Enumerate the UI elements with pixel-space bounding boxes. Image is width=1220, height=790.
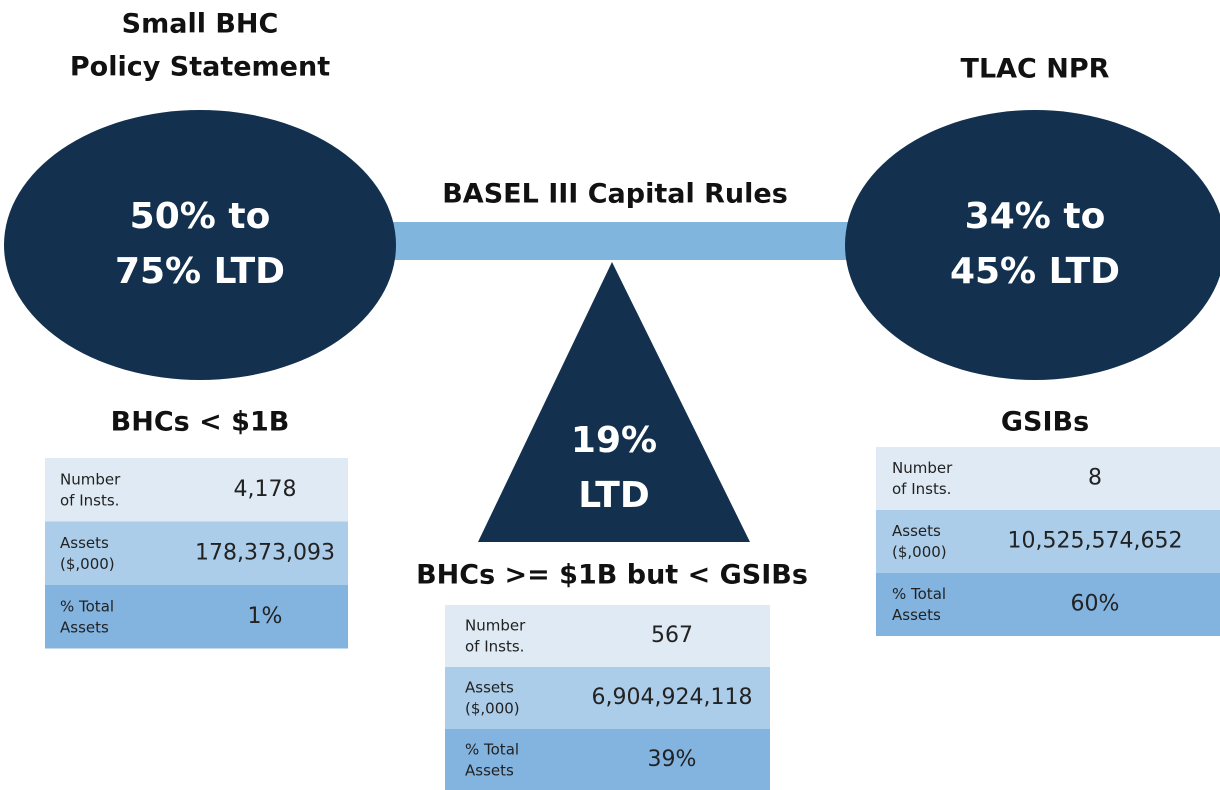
row-value: 10,525,574,652: [1008, 529, 1183, 554]
left-shape-text: 50% to: [130, 196, 271, 237]
table-row: [45, 521, 348, 585]
row-label: % Total: [892, 585, 946, 603]
table-row: [45, 585, 348, 649]
left-group-label: BHCs < $1B: [111, 407, 290, 438]
row-label: Assets: [465, 679, 514, 697]
row-label: of Insts.: [465, 638, 524, 656]
right-group-label: GSIBs: [1001, 407, 1089, 438]
row-label: Assets: [60, 534, 109, 552]
right-circle: [845, 110, 1220, 380]
left-circle: [4, 110, 396, 380]
row-label: Number: [892, 459, 953, 477]
row-value: 178,373,093: [195, 540, 335, 565]
row-label: ($,000): [465, 700, 520, 718]
row-value: 567: [651, 623, 693, 648]
fulcrum-triangle: [478, 262, 750, 542]
table-row: [445, 605, 770, 667]
row-label: Assets: [892, 522, 941, 540]
row-value: 60%: [1071, 592, 1120, 617]
row-label: % Total: [60, 597, 114, 615]
center-title: BASEL III Capital Rules: [442, 179, 788, 210]
table-row: [876, 447, 1220, 510]
table-row: [445, 667, 770, 729]
row-label: ($,000): [60, 555, 115, 573]
left-title: Small BHC: [122, 9, 279, 40]
table-row: [876, 573, 1220, 636]
right-title: TLAC NPR: [961, 54, 1110, 85]
row-label: Assets: [892, 606, 941, 624]
row-label: of Insts.: [60, 491, 119, 509]
row-label: Assets: [465, 762, 514, 780]
table-row: [445, 729, 770, 790]
row-label: Number: [465, 617, 526, 635]
table-row: [876, 510, 1220, 573]
left-title: Policy Statement: [70, 52, 330, 83]
row-value: 39%: [648, 747, 697, 772]
row-label: Assets: [60, 618, 109, 636]
row-value: 4,178: [234, 477, 297, 502]
right-shape-text: 34% to: [965, 196, 1106, 237]
row-label: % Total: [465, 741, 519, 759]
row-value: 6,904,924,118: [592, 685, 753, 710]
row-value: 8: [1088, 466, 1102, 491]
table-row: [45, 458, 348, 522]
right-shape-text: 45% LTD: [950, 251, 1120, 292]
row-label: of Insts.: [892, 480, 951, 498]
row-value: 1%: [248, 604, 283, 629]
row-label: ($,000): [892, 543, 947, 561]
center-group-label: BHCs >= $1B but < GSIBs: [416, 560, 808, 591]
left-shape-text: 75% LTD: [115, 251, 285, 292]
center-shape-text: 19%: [571, 420, 657, 461]
center-shape-text: LTD: [578, 475, 649, 516]
balance-beam: [385, 222, 855, 260]
row-label: Number: [60, 470, 121, 488]
